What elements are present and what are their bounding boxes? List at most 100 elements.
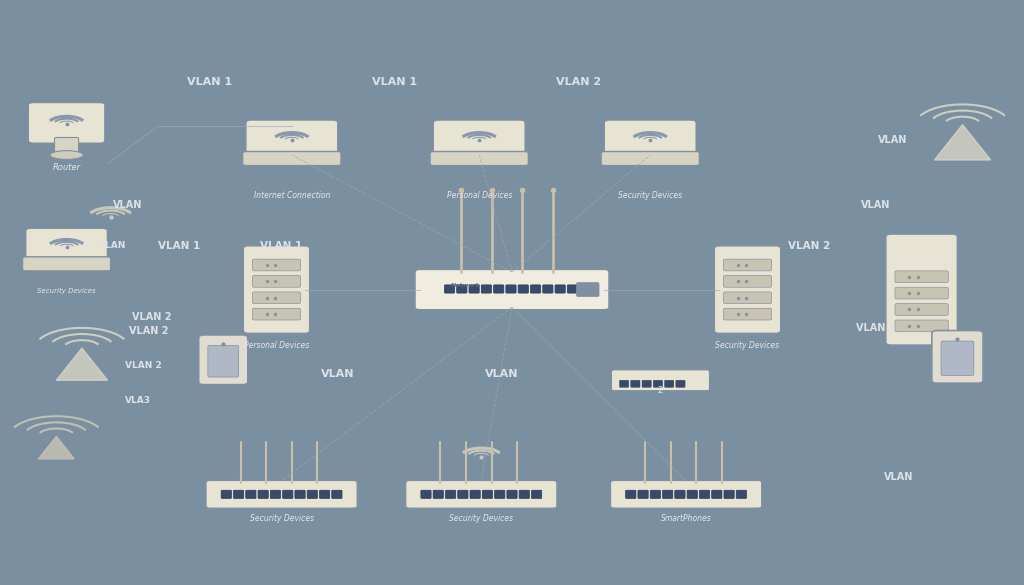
FancyBboxPatch shape [253,292,301,304]
Text: VLAN: VLAN [861,199,890,210]
Text: Network: Network [451,283,480,288]
FancyBboxPatch shape [895,320,948,332]
FancyBboxPatch shape [246,490,256,498]
FancyBboxPatch shape [723,308,772,320]
FancyBboxPatch shape [206,480,357,508]
Text: VLAN: VLAN [322,369,354,380]
FancyBboxPatch shape [518,285,528,293]
FancyBboxPatch shape [457,285,467,293]
FancyBboxPatch shape [932,331,983,383]
FancyBboxPatch shape [567,285,578,293]
Ellipse shape [50,151,83,160]
FancyBboxPatch shape [638,490,648,498]
FancyBboxPatch shape [895,287,948,299]
FancyBboxPatch shape [604,120,696,158]
Text: VLAN: VLAN [485,369,518,380]
Text: Security Devices: Security Devices [37,287,96,294]
FancyBboxPatch shape [445,490,456,498]
FancyBboxPatch shape [458,490,468,498]
FancyBboxPatch shape [470,490,480,498]
FancyBboxPatch shape [675,490,685,498]
FancyBboxPatch shape [715,246,780,333]
FancyBboxPatch shape [687,490,697,498]
FancyBboxPatch shape [610,480,762,508]
Text: Security Devices: Security Devices [250,514,313,524]
Text: Internet Connection: Internet Connection [254,191,330,201]
Text: VLAN 1: VLAN 1 [372,77,417,87]
Text: VLAN 1: VLAN 1 [187,77,232,87]
FancyBboxPatch shape [895,271,948,283]
FancyBboxPatch shape [724,490,734,498]
FancyBboxPatch shape [530,285,541,293]
FancyBboxPatch shape [29,102,104,143]
FancyBboxPatch shape [199,335,248,385]
Text: Security Devices: Security Devices [716,340,779,350]
FancyBboxPatch shape [283,490,293,498]
FancyBboxPatch shape [723,259,772,271]
FancyBboxPatch shape [243,152,341,166]
FancyBboxPatch shape [507,490,517,498]
FancyBboxPatch shape [208,345,239,377]
FancyBboxPatch shape [712,490,722,498]
FancyBboxPatch shape [233,490,244,498]
FancyBboxPatch shape [676,380,685,387]
FancyBboxPatch shape [580,285,590,293]
FancyBboxPatch shape [469,285,479,293]
FancyBboxPatch shape [23,257,111,271]
FancyBboxPatch shape [555,285,565,293]
FancyBboxPatch shape [253,276,301,287]
Text: Security Devices: Security Devices [618,191,682,201]
FancyBboxPatch shape [611,370,710,391]
FancyBboxPatch shape [258,490,268,498]
FancyBboxPatch shape [577,283,599,297]
FancyBboxPatch shape [270,490,281,498]
Polygon shape [934,125,990,160]
FancyBboxPatch shape [494,285,504,293]
FancyBboxPatch shape [54,137,79,156]
FancyBboxPatch shape [519,490,529,498]
FancyBboxPatch shape [26,228,108,263]
FancyBboxPatch shape [332,490,342,498]
FancyBboxPatch shape [253,259,301,271]
Text: VLAN 2: VLAN 2 [787,240,830,251]
Text: SmartPhones: SmartPhones [660,514,712,524]
FancyBboxPatch shape [723,276,772,287]
Text: VLAN 2: VLAN 2 [556,77,601,87]
FancyBboxPatch shape [421,490,431,498]
FancyBboxPatch shape [307,490,317,498]
FancyBboxPatch shape [430,152,528,166]
FancyBboxPatch shape [506,285,516,293]
FancyBboxPatch shape [319,490,330,498]
FancyBboxPatch shape [650,490,660,498]
Text: VLAN: VLAN [879,135,907,146]
Text: VLAN: VLAN [114,199,142,210]
Text: VLAN 2: VLAN 2 [129,325,168,336]
Text: VLAN 3: VLAN 3 [856,322,895,333]
FancyBboxPatch shape [295,490,305,498]
Text: Router: Router [52,163,81,171]
FancyBboxPatch shape [221,490,231,498]
FancyBboxPatch shape [481,285,492,293]
FancyBboxPatch shape [642,380,651,387]
Text: Personal Devices: Personal Devices [446,191,512,201]
Text: VLA3: VLA3 [125,396,152,405]
FancyBboxPatch shape [444,285,455,293]
FancyBboxPatch shape [886,234,957,345]
Text: VLAN 1: VLAN 1 [158,240,201,251]
Text: 2: 2 [657,386,664,395]
FancyBboxPatch shape [665,380,674,387]
Text: VLAN 2: VLAN 2 [125,361,162,370]
FancyBboxPatch shape [244,246,309,333]
Text: VLAN 1: VLAN 1 [260,240,303,251]
FancyBboxPatch shape [543,285,553,293]
FancyBboxPatch shape [699,490,710,498]
FancyBboxPatch shape [626,490,636,498]
FancyBboxPatch shape [433,490,443,498]
FancyBboxPatch shape [723,292,772,304]
Text: VLAN: VLAN [99,241,126,250]
FancyBboxPatch shape [415,269,609,310]
FancyBboxPatch shape [482,490,493,498]
FancyBboxPatch shape [736,490,746,498]
FancyBboxPatch shape [895,304,948,315]
Polygon shape [39,436,75,459]
